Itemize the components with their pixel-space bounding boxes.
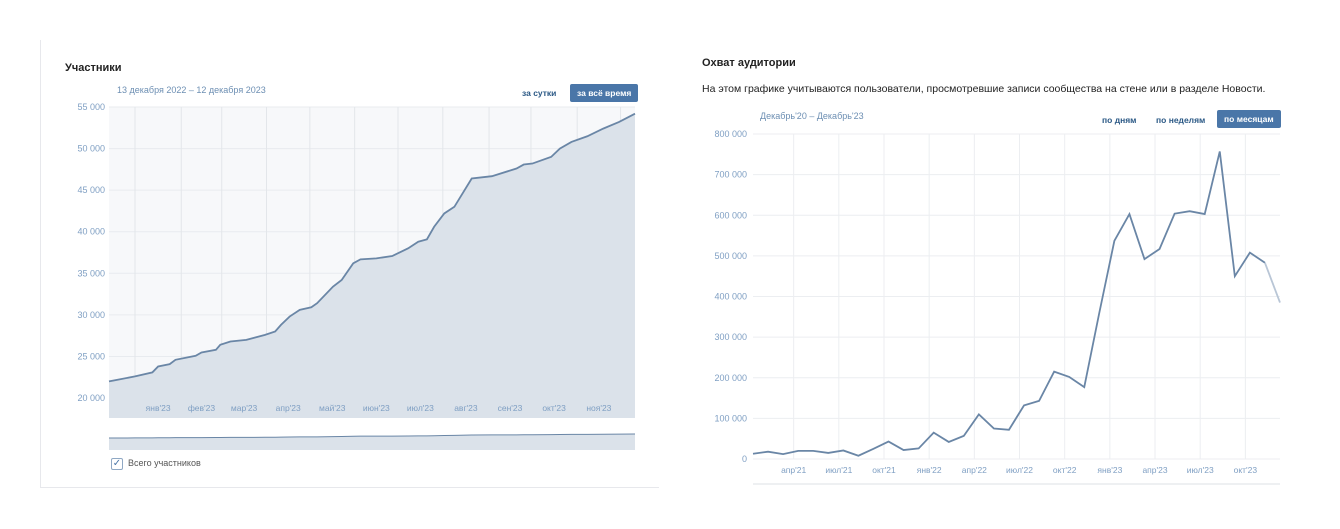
x-tick-label: июл'23 <box>407 403 434 413</box>
reach-line-partial-month <box>1264 262 1281 303</box>
x-tick-label: авг'23 <box>454 403 478 413</box>
x-tick-label: апр'23 <box>276 403 301 413</box>
members-title: Участники <box>65 62 122 74</box>
y-tick-label: 700 000 <box>714 170 747 180</box>
navigator-area <box>109 434 635 450</box>
y-tick-label: 40 000 <box>77 227 105 237</box>
x-tick-label: июн'23 <box>363 403 390 413</box>
all-time-button[interactable]: за всё время <box>570 84 639 102</box>
y-tick-label: 20 000 <box>77 393 105 403</box>
x-tick-label: июл'23 <box>1187 465 1214 475</box>
y-tick-label: 100 000 <box>714 413 747 423</box>
y-tick-label: 50 000 <box>77 144 105 154</box>
per-day-button[interactable]: за сутки <box>522 88 557 98</box>
y-tick-label: 200 000 <box>714 373 747 383</box>
x-tick-label: янв'23 <box>146 403 171 413</box>
x-tick-label: апр'22 <box>962 465 987 475</box>
y-tick-label: 800 000 <box>714 129 747 139</box>
y-tick-label: 0 <box>742 454 747 464</box>
x-tick-label: окт'22 <box>1053 465 1077 475</box>
y-tick-label: 55 000 <box>77 102 105 112</box>
by-months-button[interactable]: по месяцам <box>1217 110 1281 128</box>
y-tick-label: 45 000 <box>77 185 105 195</box>
x-tick-label: май'23 <box>319 403 346 413</box>
reach-date-range[interactable]: Декабрь'20 – Декабрь'23 <box>760 111 864 121</box>
x-tick-label: мар'23 <box>231 403 258 413</box>
total-members-checkbox[interactable]: ✓ <box>111 458 123 470</box>
y-tick-label: 300 000 <box>714 332 747 342</box>
x-tick-label: июл'22 <box>1006 465 1033 475</box>
legend-label: Всего участников <box>128 458 201 468</box>
x-tick-label: окт'23 <box>1234 465 1258 475</box>
x-tick-label: янв'22 <box>917 465 942 475</box>
navigator-line <box>108 433 636 439</box>
by-days-button[interactable]: по дням <box>1102 115 1137 125</box>
x-tick-label: июл'21 <box>825 465 852 475</box>
members-date-range[interactable]: 13 декабря 2022 – 12 декабря 2023 <box>117 85 266 95</box>
x-tick-label: окт'23 <box>542 403 566 413</box>
reach-chart: 0 100 000 200 000 300 000 400 000 500 000 600 … <box>714 129 1281 485</box>
x-tick-label: сен'23 <box>498 403 523 413</box>
y-tick-label: 30 000 <box>77 310 105 320</box>
reach-description: На этом графике учитываются пользователи… <box>702 83 1266 95</box>
x-tick-label: апр'23 <box>1142 465 1167 475</box>
x-tick-label: янв'23 <box>1097 465 1122 475</box>
reach-title: Охват аудитории <box>702 57 796 69</box>
reach-line <box>752 151 1266 457</box>
y-tick-label: 600 000 <box>714 210 747 220</box>
members-panel <box>40 40 659 488</box>
by-weeks-button[interactable]: по неделям <box>1156 115 1206 125</box>
y-tick-label: 25 000 <box>77 351 105 361</box>
members-line <box>108 112 636 383</box>
y-tick-label: 35 000 <box>77 268 105 278</box>
x-tick-label: ноя'23 <box>586 403 611 413</box>
y-tick-label: 500 000 <box>714 251 747 261</box>
x-tick-label: фев'23 <box>188 403 216 413</box>
members-area <box>109 113 635 418</box>
y-tick-label: 400 000 <box>714 292 747 302</box>
x-tick-label: апр'21 <box>781 465 806 475</box>
x-tick-label: окт'21 <box>872 465 896 475</box>
members-chart: 20 000 25 000 30 000 35 000 40 000 45 000 50 0… <box>77 102 636 450</box>
